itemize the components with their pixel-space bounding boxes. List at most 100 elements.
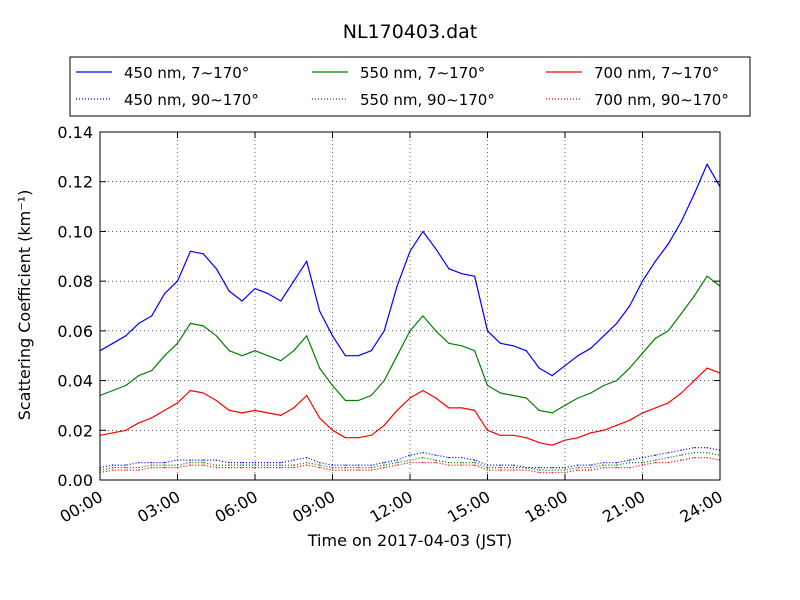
- series-5-point-13: [267, 466, 269, 469]
- series-2-point-11: [241, 412, 243, 414]
- series-4-point-36: [564, 469, 566, 471]
- series-1-point-29: [473, 350, 476, 352]
- series-4-point-25: [422, 457, 424, 459]
- series-5-point-14: [280, 466, 282, 469]
- series-3-point-5: [163, 462, 166, 464]
- series-1-point-44: [667, 330, 669, 332]
- series-3-point-43: [654, 454, 657, 456]
- y-tick-label-6: 0.12: [57, 173, 93, 192]
- y-tick-label-2: 0.04: [57, 372, 93, 391]
- series-4-point-31: [499, 466, 502, 469]
- series-1-point-6: [176, 342, 179, 344]
- x-tick-label-0: 00:00: [57, 487, 106, 527]
- x-tick-label-7: 21:00: [599, 487, 648, 527]
- series-4-point-43: [654, 459, 657, 461]
- series-1-point-28: [461, 345, 463, 347]
- series-0-point-45: [680, 220, 682, 223]
- series-4-point-6: [176, 464, 179, 466]
- series-2-point-41: [628, 419, 631, 421]
- series-2-point-15: [293, 407, 295, 409]
- series-1-point-30: [486, 384, 489, 387]
- series-1-point-32: [512, 394, 514, 397]
- y-tick-label-1: 0.02: [57, 421, 93, 440]
- series-3-point-45: [680, 449, 682, 451]
- series-1-point-33: [525, 397, 527, 399]
- series-0-point-6: [176, 280, 179, 282]
- series-2-point-23: [396, 409, 398, 411]
- series-line-0: [99, 163, 721, 377]
- series-5-point-8: [202, 464, 204, 466]
- series-1-point-10: [228, 350, 230, 352]
- series-5-point-45: [680, 459, 682, 461]
- series-4-point-23: [396, 462, 398, 464]
- series-3-point-2: [125, 464, 127, 466]
- chart-legend: 450 nm, 7∼170° 550 nm, 7∼170° 700 nm, 7∼17…: [69, 56, 751, 117]
- series-2-point-37: [577, 437, 579, 439]
- series-2-point-10: [228, 409, 230, 411]
- series-4-point-24: [409, 459, 411, 461]
- series-5-point-10: [228, 466, 230, 469]
- series-1-point-1: [112, 389, 114, 392]
- series-5-point-1: [112, 469, 114, 471]
- series-0-point-24: [409, 250, 411, 252]
- series-5-point-42: [641, 464, 644, 466]
- series-5-point-4: [151, 466, 153, 469]
- series-3-point-18: [331, 464, 334, 466]
- y-tick-label-0: 0.00: [57, 471, 93, 490]
- series-2-point-32: [512, 434, 514, 436]
- series-3-point-47: [706, 447, 708, 449]
- series-3-point-13: [267, 462, 269, 464]
- series-5-point-23: [396, 464, 398, 466]
- series-5-point-25: [422, 462, 424, 464]
- series-0-point-22: [383, 330, 385, 332]
- series-4-point-39: [603, 464, 605, 466]
- series-0-point-12: [254, 288, 256, 290]
- y-tick-label-5: 0.10: [57, 222, 93, 241]
- series-3-point-1: [112, 464, 114, 466]
- series-2-point-34: [538, 442, 540, 444]
- series-2-point-7: [189, 389, 192, 392]
- series-4-point-1: [112, 466, 114, 469]
- series-layer: [99, 163, 721, 474]
- series-1-point-9: [215, 335, 217, 337]
- series-5-point-46: [693, 457, 695, 459]
- series-0-point-33: [525, 350, 527, 352]
- series-2-point-6: [176, 402, 179, 404]
- series-4-point-22: [383, 464, 385, 466]
- series-2-point-29: [473, 409, 476, 411]
- series-2-point-9: [215, 399, 217, 402]
- series-5-point-38: [590, 469, 592, 471]
- series-4-point-7: [189, 462, 192, 464]
- series-0-point-47: [706, 163, 708, 165]
- series-2-point-19: [344, 437, 347, 439]
- series-4-point-47: [706, 452, 708, 454]
- series-1-point-36: [564, 404, 566, 407]
- series-3-point-38: [590, 464, 592, 466]
- series-4-point-45: [680, 454, 682, 456]
- series-5-point-41: [628, 466, 631, 469]
- series-0-point-16: [306, 260, 308, 262]
- series-3-point-46: [693, 447, 695, 449]
- series-0-point-31: [499, 342, 502, 344]
- series-0-point-1: [112, 342, 114, 344]
- series-0-point-17: [318, 310, 321, 312]
- x-tick-label-3: 09:00: [289, 487, 338, 527]
- series-4-point-41: [628, 462, 631, 464]
- y-tick-label-4: 0.08: [57, 272, 93, 291]
- series-1-point-13: [267, 355, 269, 357]
- series-2-point-8: [202, 392, 204, 394]
- series-3-point-44: [667, 452, 669, 454]
- series-2-point-22: [383, 424, 385, 426]
- series-4-point-8: [202, 462, 204, 464]
- series-1-point-39: [603, 384, 605, 387]
- series-3-point-3: [138, 462, 140, 464]
- series-2-point-17: [318, 417, 321, 419]
- series-3-point-39: [603, 462, 605, 464]
- series-0-point-42: [641, 280, 644, 282]
- series-2-point-33: [525, 437, 527, 439]
- series-5-point-18: [331, 469, 334, 471]
- series-5-point-43: [654, 462, 657, 464]
- series-3-point-35: [551, 466, 553, 469]
- series-1-point-19: [344, 399, 347, 402]
